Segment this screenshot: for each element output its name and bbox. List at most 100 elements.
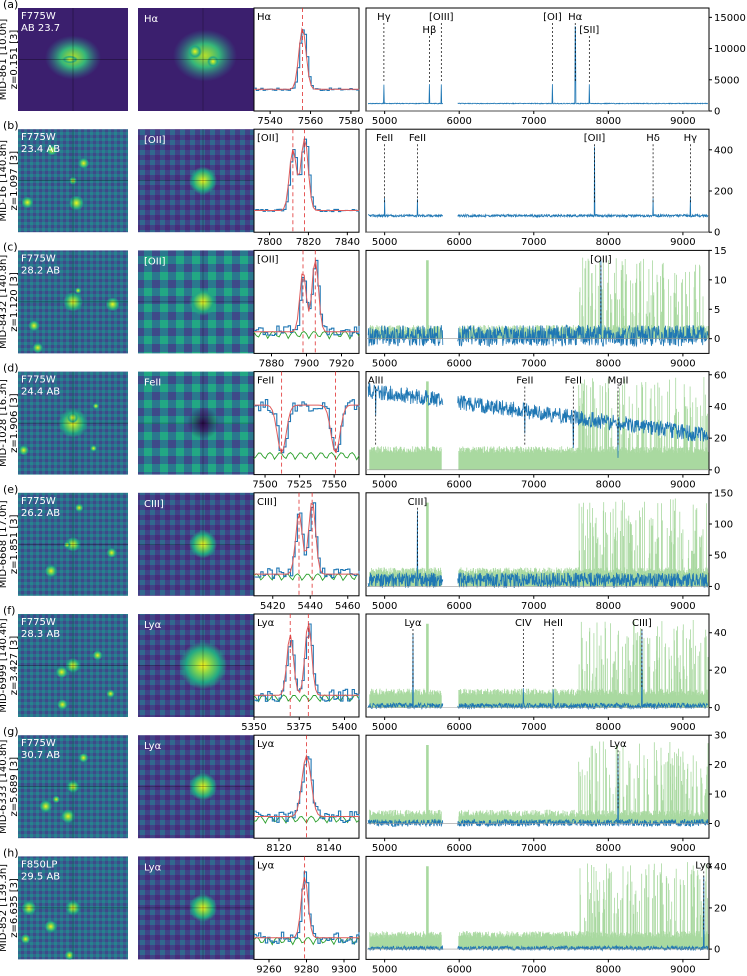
neighbor-source <box>61 809 76 824</box>
object-id: MID-861 [10.0h] <box>0 19 9 101</box>
x-tick-label: 6000 <box>446 601 471 612</box>
neighbor-source <box>68 195 85 211</box>
neighbor-source <box>106 689 115 698</box>
line-id-label: FeII <box>516 376 533 387</box>
narrowband-thumbnail: FeII <box>138 371 268 475</box>
neighbor-source <box>57 699 68 710</box>
x-tick-label: 5000 <box>372 601 397 612</box>
object-labels: MID-16 [140.8h] z=1.097 [3] <box>0 140 20 222</box>
narrowband-thumbnail: Hα <box>138 8 268 111</box>
y-tick-label: 10 <box>714 275 727 286</box>
line-id-label: Hγ <box>377 12 391 23</box>
model-fit <box>254 502 359 575</box>
model-fit <box>254 623 359 696</box>
full-spectrum: CIII] 5000 6000 7000 8000 9000 0 50 100 150 <box>365 488 733 612</box>
x-tick-label: 5400 <box>332 722 357 733</box>
mag-label: 30.7 AB <box>21 750 60 761</box>
line-id-label: Hβ <box>422 25 436 36</box>
neighbor-source <box>18 445 29 456</box>
y-tick-label: 40 <box>714 628 727 639</box>
x-tick-label: 8000 <box>596 843 621 854</box>
x-tick-label: 8000 <box>596 116 621 127</box>
neighbor-source <box>90 444 97 452</box>
mag-label: 28.2 AB <box>21 265 60 276</box>
narrowband-thumbnail: Lyα <box>138 614 268 717</box>
noise-spectrum <box>369 619 709 708</box>
y-tick-label: 60 <box>714 370 727 381</box>
line-id-label: CIII] <box>632 618 652 629</box>
x-tick-label: 7900 <box>294 358 319 369</box>
band-label: F775W <box>21 11 56 22</box>
neighbor-source <box>106 547 117 558</box>
x-tick-label: 7920 <box>329 358 354 369</box>
object-id: MID-16 [140.8h] <box>0 140 9 222</box>
x-tick-label: 8000 <box>596 480 621 491</box>
y-tick-label: 0 <box>714 465 720 476</box>
noise-spectrum <box>253 573 360 582</box>
x-tick-label: 7000 <box>521 358 546 369</box>
panel-letter: (d) <box>3 362 19 375</box>
object-labels: MID-8432 [140.8h] z=1.120 [3] <box>0 255 20 349</box>
model-fit <box>254 139 359 211</box>
y-tick-label: 0 <box>714 107 720 118</box>
x-tick-label: 7000 <box>521 722 546 733</box>
x-tick-label: 5420 <box>260 601 285 612</box>
x-tick-label: 8000 <box>596 237 621 248</box>
zoom-spectrum: Hα 7540 7560 7580 <box>253 7 364 127</box>
line-id-label: Hα <box>568 12 583 23</box>
y-tick-label: 40 <box>714 402 727 413</box>
line-id-label: Lyα <box>695 860 713 871</box>
line-id-label: Hγ <box>684 133 698 144</box>
full-spectrum: Lyα 5000 6000 7000 8000 9000 0 20 40 <box>365 855 727 975</box>
y-tick-label: 20 <box>714 760 727 771</box>
band-label: F775W <box>21 617 56 628</box>
x-tick-label: 5000 <box>372 358 397 369</box>
y-tick-label: 40 <box>714 862 727 873</box>
redshift: z=1.120 [3] <box>9 272 20 332</box>
y-tick-label: 20 <box>714 666 727 677</box>
neighbor-source <box>75 287 82 294</box>
panel-letter: (c) <box>3 240 18 253</box>
zoom-line-label: [OII] <box>257 254 279 265</box>
mag-label: 29.5 AB <box>21 871 60 882</box>
row-7: (g)MID-6333 [140.8h] z=5.689 [3]F775W30.7… <box>0 725 727 854</box>
row-5: (e) MID-6668 [17.0h] z=1.851 [3]F775W26.2 … <box>0 483 733 612</box>
object-labels: MID-861 [10.0h] z=0.151 [3] <box>0 19 20 101</box>
noise-spectrum <box>253 452 360 461</box>
redshift: z=1.851 [3] <box>9 514 20 574</box>
line-id-label: CIV <box>515 618 532 629</box>
x-tick-label: 7000 <box>521 601 546 612</box>
x-tick-label: 8000 <box>596 722 621 733</box>
zoom-spectrum: [OII] 7800 7820 7840 <box>253 128 360 248</box>
x-tick-label: 7500 <box>252 480 277 491</box>
x-tick-label: 7840 <box>335 237 360 248</box>
line-label: Hα <box>144 14 159 25</box>
narrowband-thumbnail: Lyα <box>138 735 268 839</box>
y-tick-label: 100 <box>714 520 733 531</box>
x-tick-label: 8000 <box>596 964 621 975</box>
line-id-label: Lyα <box>404 618 422 629</box>
row-6: (f)MID-6999 [140.4h] z=3.427 [3]F775W28.3… <box>0 604 727 733</box>
model-fit <box>254 753 359 817</box>
x-tick-label: 7525 <box>287 480 312 491</box>
observed-spectrum <box>254 259 360 337</box>
x-tick-label: 5000 <box>372 116 397 127</box>
narrowband-thumbnail: Lyα <box>138 856 268 960</box>
x-tick-label: 5000 <box>372 964 397 975</box>
band-label: F775W <box>21 375 56 386</box>
object-id: MID-6999 [140.4h] <box>0 618 9 712</box>
x-tick-label: 7000 <box>521 116 546 127</box>
x-tick-label: 9260 <box>256 964 281 975</box>
x-tick-label: 8000 <box>596 358 621 369</box>
mag-label: 26.2 AB <box>21 508 60 519</box>
y-tick-label: 30 <box>714 731 727 742</box>
neighbor-source <box>44 920 58 933</box>
x-tick-label: 8120 <box>266 843 291 854</box>
object-labels: MID-6668 [17.0h] z=1.851 [3] <box>0 500 20 588</box>
row-4: (d) MID-1028 [16.3h] z=1.906 [3]F775W24.4 … <box>0 362 727 491</box>
